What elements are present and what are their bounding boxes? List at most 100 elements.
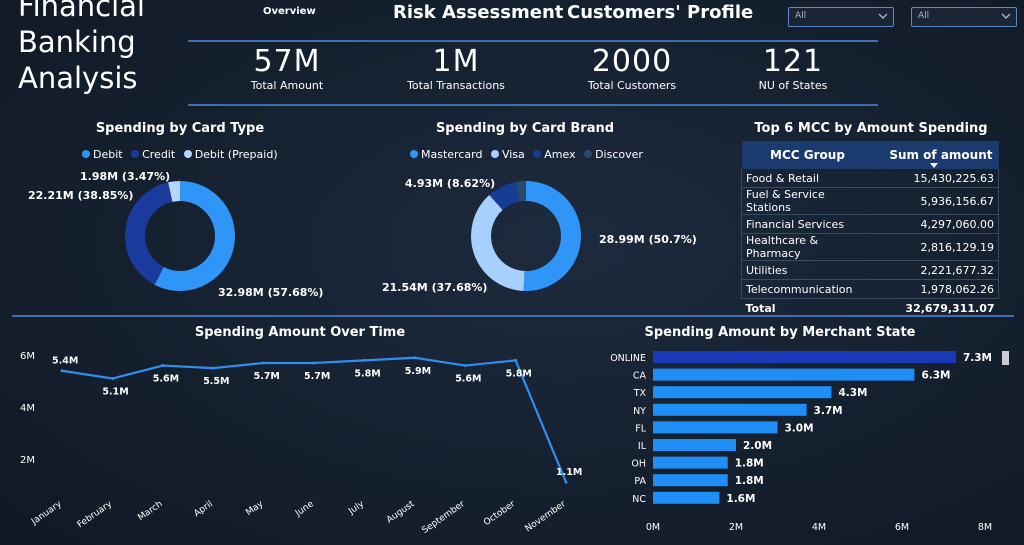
category-label: IL [638,441,647,452]
bar-ny[interactable] [653,403,807,416]
data-label: 5.6M [153,374,179,385]
data-label-visa: 21.54M (37.68%) [382,281,488,294]
kpi-value: 57M [253,44,321,79]
chevron-down-icon [1001,9,1011,26]
data-label: 7.3M [963,352,992,364]
table-row[interactable]: Fuel & Service Stations 5,936,156.67 [741,187,999,215]
legend-dot-icon [533,150,542,158]
kpi-value: 1M [432,44,480,79]
card-type-title: Spending by Card Type [95,121,265,136]
data-point[interactable] [211,366,215,370]
card-type-legend: Debit Credit Debit (Prepaid) [82,148,283,161]
filter-slicer-2-value: All [918,11,930,21]
category-label: OH [631,459,646,470]
tab-customers-profile[interactable]: Customers' Profile [567,2,754,23]
data-point[interactable] [362,358,366,362]
x-tick-label: July [346,499,366,517]
filter-slicer-2[interactable]: All [911,7,1017,27]
bar-tx[interactable] [653,386,832,399]
kpi-top-divider [188,40,878,42]
legend-item-debit[interactable]: Debit [82,148,123,161]
donut-slice-mastercard[interactable] [523,181,582,291]
scrollbar-thumb[interactable] [1002,351,1009,365]
bar-il[interactable] [653,439,736,451]
table-total-row: Total 32,679,311.07 [742,299,999,318]
legend-item-mastercard[interactable]: Mastercard [410,148,482,161]
x-tick-label: January [29,499,64,528]
kpi-label: Total Customers [587,79,677,92]
donut-slice-visa[interactable] [471,195,525,291]
data-label-mastercard: 28.99M (50.7%) [599,233,697,246]
filter-slicer-1[interactable]: All [788,7,894,27]
donut-slice-amex[interactable] [489,181,520,210]
data-point[interactable] [312,361,316,365]
bar-pa[interactable] [653,474,728,487]
kpi-label: NU of States [758,79,828,92]
category-label: CA [633,371,647,382]
card-brand-donut-chart[interactable] [466,176,586,296]
donut-slice-discover[interactable] [515,181,526,202]
bar-ca[interactable] [653,368,915,381]
x-tick-label: 4M [812,522,826,533]
legend-item-amex[interactable]: Amex [533,148,576,161]
column-header-mcc-group[interactable]: MCC Group [741,141,874,169]
donut-slice-credit[interactable] [125,182,173,285]
x-tick-label: 2M [729,522,743,533]
data-label-debit: 32.98M (57.68%) [218,286,324,299]
kpi-label: Total Transactions [407,79,505,92]
bar-oh[interactable] [653,456,728,469]
data-label: 2.0M [743,440,772,452]
category-label: NC [632,494,646,505]
column-header-sum-of-amount[interactable]: Sum of amount [873,141,999,169]
tab-overview[interactable]: Overview [263,6,316,17]
kpi-total-transactions: 1M Total Transactions [381,44,531,92]
cell-mcc-group: Utilities [741,260,874,280]
data-point[interactable] [514,358,518,362]
data-point[interactable] [463,364,467,368]
data-point[interactable] [110,377,114,381]
x-tick-label: October [482,499,517,528]
app-title-line-2: Banking [18,25,136,59]
card-type-donut-chart[interactable] [120,176,240,296]
data-label: 3.0M [785,422,814,434]
data-point[interactable] [60,369,64,373]
bar-nc[interactable] [653,491,720,504]
legend-item-debit-prepaid[interactable]: Debit (Prepaid) [183,148,278,161]
data-label: 5.9M [405,366,431,377]
x-tick-label: May [244,499,266,518]
table-row[interactable]: Healthcare & Pharmacy 2,816,129.19 [741,233,999,261]
x-tick-label: 8M [978,522,992,533]
spending-over-time-chart[interactable]: 2M 4M 6M 5.4M 5.1M 5.6M 5.5M 5.7M 5.7M 5.8M 5.9M 5.… [0,340,600,540]
legend-item-discover[interactable]: Discover [584,148,643,161]
legend-dot-icon [584,150,593,158]
data-label: 5.4M [52,356,78,367]
cell-amount: 4,297,060.00 [873,214,999,234]
legend-item-credit[interactable]: Credit [131,148,175,161]
table-row[interactable]: Utilities 2,221,677.32 [741,260,999,280]
table-row[interactable]: Telecommunication 1,978,062.26 [741,279,999,299]
kpi-value: 121 [762,44,824,79]
donut-slice-debit[interactable] [154,181,236,291]
x-tick-label: April [192,499,215,519]
cell-amount: 1,978,062.26 [873,279,999,299]
data-point[interactable] [413,356,417,360]
tab-risk-assessment[interactable]: Risk Assessment [393,2,564,23]
data-point[interactable] [564,480,568,484]
cell-amount: 5,936,156.67 [873,187,999,215]
bar-fl[interactable] [653,421,778,434]
spending-by-state-chart[interactable]: ONLINE 7.3M CA 6.3M TX 4.3M NY 3.7M FL 3.0M IL 2.0M… [590,345,1020,540]
data-point[interactable] [262,361,266,365]
data-label: 3.7M [814,405,843,417]
y-tick-label: 6M [20,351,35,362]
legend-label: Discover [595,148,643,161]
table-row[interactable]: Financial Services 4,297,060.00 [741,214,999,234]
data-point[interactable] [161,364,165,368]
cell-amount: 2,221,677.32 [873,260,999,280]
table-row[interactable]: Food & Retail 15,430,225.63 [741,169,999,188]
bar-online[interactable] [653,351,956,363]
legend-item-visa[interactable]: Visa [490,148,525,161]
data-label: 5.8M [354,368,380,379]
cell-total-label: Total [745,301,776,315]
data-label-credit: 22.21M (38.85%) [28,189,134,202]
donut-slice-debit-prepaid[interactable] [168,181,180,202]
